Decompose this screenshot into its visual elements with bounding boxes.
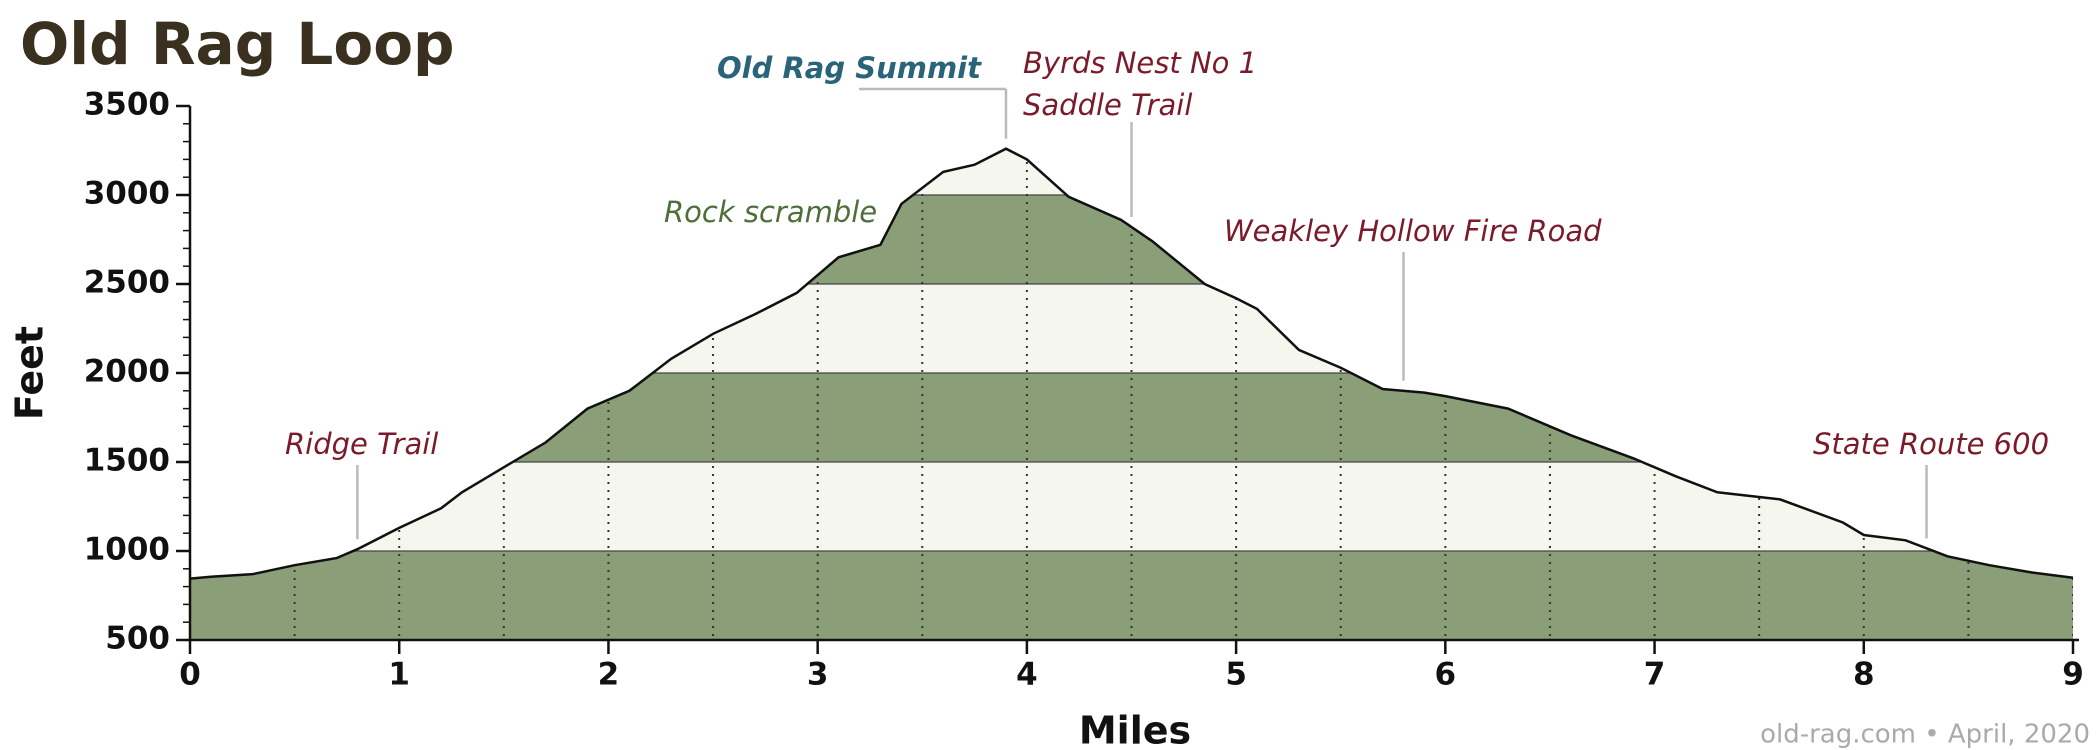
annotation: Old Rag Summit <box>717 51 982 85</box>
elevation-band <box>190 284 2073 373</box>
chart-title: Old Rag Loop <box>20 10 455 78</box>
y-tick-label: 1500 <box>84 443 170 479</box>
y-tick-label: 3500 <box>84 87 170 123</box>
annotation: Weakley Hollow Fire Road <box>1224 214 1602 248</box>
annotation: Saddle Trail <box>1023 88 1192 122</box>
x-tick-label: 9 <box>2062 657 2084 693</box>
x-tick-label: 6 <box>1435 657 1457 693</box>
x-tick-label: 1 <box>388 657 410 693</box>
x-tick-label: 8 <box>1853 657 1875 693</box>
x-axis-label: Miles <box>1079 709 1191 750</box>
y-tick-label: 1000 <box>84 532 170 568</box>
annotation: Byrds Nest No 1 <box>1023 46 1257 80</box>
y-tick-label: 2000 <box>84 354 170 390</box>
x-tick-label: 0 <box>179 657 201 693</box>
annotation: Ridge Trail <box>285 427 438 461</box>
y-tick-label: 2500 <box>84 265 170 301</box>
annotation: State Route 600 <box>1813 427 2049 461</box>
x-tick-label: 7 <box>1644 657 1666 693</box>
footer: old-rag.com • April, 2020 <box>1760 720 2090 750</box>
elevation-line <box>189 147 2074 580</box>
x-tick-label: 4 <box>1016 657 1038 693</box>
x-tick-label: 3 <box>807 657 829 693</box>
y-tick-label: 500 <box>105 621 170 657</box>
annotation: Rock scramble <box>664 195 877 229</box>
x-tick-label: 5 <box>1225 657 1247 693</box>
y-axis-label: Feet <box>8 326 52 420</box>
y-tick-label: 3000 <box>84 176 170 212</box>
x-tick-label: 2 <box>598 657 620 693</box>
